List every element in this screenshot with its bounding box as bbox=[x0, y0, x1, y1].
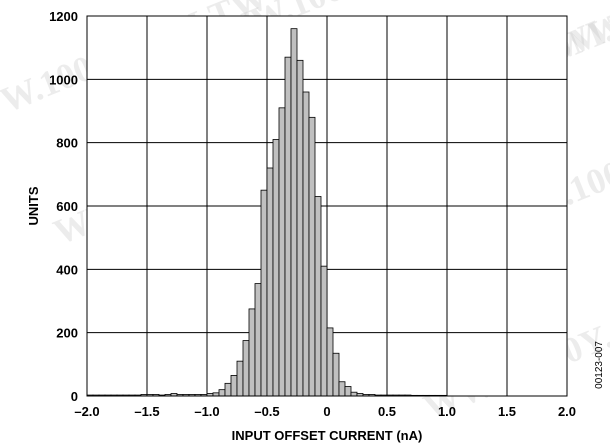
x-tick-label: 1.0 bbox=[438, 404, 456, 419]
histogram-bar bbox=[290, 28, 298, 397]
x-tick-label: –2.0 bbox=[74, 404, 99, 419]
histogram-bar bbox=[284, 56, 292, 397]
histogram-bar bbox=[278, 107, 286, 397]
histogram-bar bbox=[272, 139, 280, 397]
histogram-bar bbox=[338, 381, 346, 397]
histogram-bar bbox=[224, 382, 232, 397]
histogram-bar bbox=[254, 283, 262, 397]
histogram-bar bbox=[242, 340, 250, 397]
x-tick-labels: –2.0 –1.5 –1.0 –0.5 0 0.5 1.0 1.5 2.0 bbox=[74, 404, 576, 419]
histogram-bar bbox=[236, 360, 244, 397]
x-tick-label: 2.0 bbox=[558, 404, 576, 419]
histogram-bar bbox=[218, 389, 226, 397]
histogram-bar bbox=[266, 167, 274, 397]
y-tick-label: 1200 bbox=[49, 9, 78, 24]
y-tick-label: 600 bbox=[56, 199, 78, 214]
histogram-bar bbox=[320, 265, 328, 397]
histogram-bar bbox=[350, 391, 358, 397]
y-axis-title: UNITS bbox=[26, 186, 41, 225]
y-tick-label: 0 bbox=[71, 389, 78, 404]
histogram-bar bbox=[302, 91, 310, 397]
x-tick-label: –0.5 bbox=[254, 404, 279, 419]
x-tick-label: 0 bbox=[323, 404, 330, 419]
plot-frame bbox=[86, 15, 568, 397]
x-tick-label: 1.5 bbox=[498, 404, 516, 419]
figure-id: 00123-007 bbox=[594, 341, 605, 389]
x-tick-label: –1.5 bbox=[134, 404, 159, 419]
y-tick-label: 200 bbox=[56, 326, 78, 341]
histogram-bar bbox=[314, 196, 322, 397]
x-tick-label: –1.0 bbox=[194, 404, 219, 419]
histogram-bar bbox=[308, 116, 316, 397]
histogram-bar bbox=[326, 327, 334, 397]
y-tick-label: 1000 bbox=[49, 72, 78, 87]
y-tick-labels: 0 200 400 600 800 1000 1200 bbox=[49, 9, 78, 404]
x-axis-title: INPUT OFFSET CURRENT (nA) bbox=[232, 428, 423, 443]
y-tick-label: 400 bbox=[56, 262, 78, 277]
histogram-bar bbox=[230, 375, 238, 397]
x-tick-label: 0.5 bbox=[378, 404, 396, 419]
y-tick-label: 800 bbox=[56, 136, 78, 151]
histogram-bar bbox=[260, 189, 268, 397]
histogram-bar bbox=[344, 386, 352, 397]
histogram-bar bbox=[332, 352, 340, 397]
histogram-bar bbox=[248, 308, 256, 397]
histogram-bar bbox=[296, 59, 304, 397]
